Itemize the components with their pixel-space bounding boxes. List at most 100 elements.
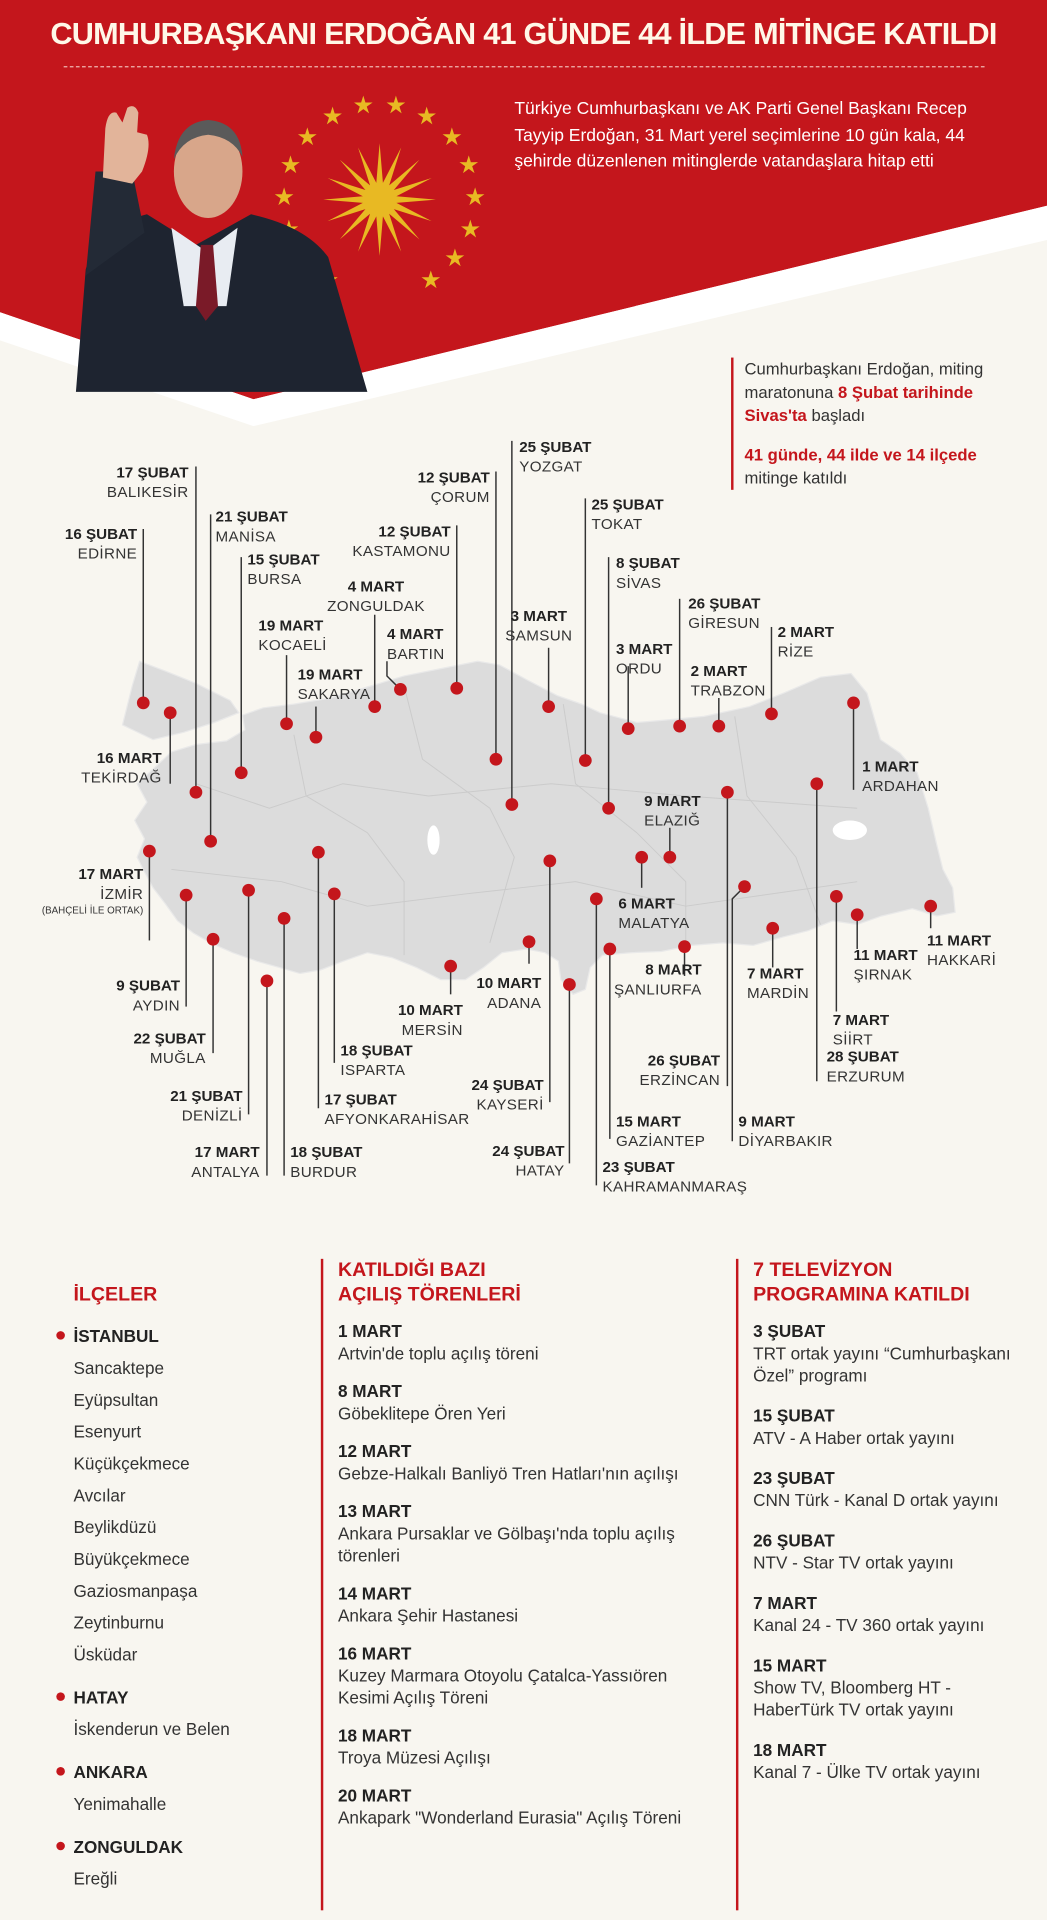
tv-entry: 7 MART Kanal 24 - TV 360 ortak yayını bbox=[753, 1592, 1035, 1636]
map-pin-dot bbox=[847, 696, 860, 710]
pin-date: 15 ŞUBAT bbox=[247, 551, 320, 569]
pin-city: MARDİN bbox=[746, 984, 810, 1002]
entry-text: Kuzey Marmara Otoyolu Çatalca-Yassıören … bbox=[337, 1665, 668, 1708]
map-pin-label: 11 MART HAKKARİ bbox=[927, 931, 996, 970]
opening-entry: 18 MART Troya Müzesi Açılışı bbox=[338, 1724, 705, 1768]
presidential-emblem bbox=[274, 95, 485, 289]
pin-date: 3 MART bbox=[510, 607, 568, 625]
pin-date: 22 ŞUBAT bbox=[133, 1029, 206, 1047]
star-icon bbox=[442, 127, 462, 146]
star-icon bbox=[461, 219, 480, 238]
map-pin-dot bbox=[563, 978, 576, 991]
map-pin-label: 17 ŞUBAT BALIKESİR bbox=[107, 463, 189, 502]
pin-city: ARDAHAN bbox=[862, 777, 939, 795]
opening-entry: 20 MART Ankapark "Wonderland Eurasia" Açı… bbox=[338, 1784, 705, 1828]
map-pin-label: 12 ŞUBAT KASTAMONU bbox=[352, 522, 450, 561]
pin-date: 17 ŞUBAT bbox=[116, 464, 189, 482]
star-icon bbox=[386, 95, 406, 114]
thrace-region bbox=[121, 660, 240, 741]
map-pin-dot bbox=[309, 730, 323, 744]
pin-date: 26 ŞUBAT bbox=[647, 1051, 721, 1070]
pin-city: ORDU bbox=[615, 660, 663, 678]
side-note-text: mitinge katıldı bbox=[744, 469, 848, 488]
page-title: CUMHURBAŞKANI ERDOĞAN 41 GÜNDE 44 İLDE M… bbox=[50, 17, 997, 52]
pin-date: 8 MART bbox=[645, 961, 702, 979]
map-pin-label: 10 MART MERSİN bbox=[398, 1000, 463, 1039]
map-pin-label: 15 ŞUBAT BURSA bbox=[247, 550, 319, 589]
map-pin-label: 9 MART ELAZIĞ bbox=[644, 791, 700, 830]
map-pin-dot bbox=[280, 717, 293, 731]
portrait-photo bbox=[75, 106, 368, 392]
tv-entry: 15 MART Show TV, Bloomberg HT - HaberTürk… bbox=[753, 1654, 1035, 1720]
side-note-text: başladı bbox=[806, 406, 866, 425]
map-pin-label: 23 ŞUBAT KAHRAMANMARAŞ bbox=[602, 1157, 747, 1196]
map-pin-label: 9 MART DİYARBAKIR bbox=[738, 1112, 832, 1151]
raised-hand bbox=[102, 106, 149, 184]
map-pin-dot bbox=[312, 845, 325, 859]
pin-date: 12 ŞUBAT bbox=[417, 469, 490, 487]
pin-date: 19 MART bbox=[258, 617, 324, 635]
district-item: Gaziosmanpaşa bbox=[73, 1580, 198, 1601]
star-icon bbox=[465, 187, 485, 206]
map-pin-label: 3 MART SAMSUN bbox=[505, 606, 572, 645]
district-item: Esenyurt bbox=[73, 1421, 142, 1442]
pin-city: AFYONKARAHİSAR bbox=[324, 1110, 470, 1128]
pin-city: KAYSERİ bbox=[476, 1095, 544, 1114]
map-pin-label: 6 MART MALATYA bbox=[618, 894, 689, 933]
pin-city: KOCAELİ bbox=[258, 636, 327, 654]
map-pin-label: 11 MART ŞIRNAK bbox=[854, 945, 918, 984]
pin-city: ÇORUM bbox=[430, 488, 490, 506]
map-pin-label: 17 ŞUBAT AFYONKARAHİSAR bbox=[325, 1090, 470, 1129]
map-pin-dot bbox=[738, 880, 751, 893]
tv-entry: 23 ŞUBAT CNN Türk - Kanal D ortak yayını bbox=[753, 1467, 1035, 1511]
pin-city: ŞIRNAK bbox=[853, 966, 913, 984]
pin-city: YOZGAT bbox=[519, 457, 583, 476]
opening-entry: 1 MART Artvin'de toplu açılış töreni bbox=[338, 1320, 705, 1364]
pin-date: 2 MART bbox=[777, 623, 835, 641]
entry-text: TRT ortak yayını “Cumhurbaşkanı Özel” pr… bbox=[753, 1343, 1011, 1385]
pin-date: 18 ŞUBAT bbox=[340, 1042, 413, 1060]
opening-entry: 8 MART Göbeklitepe Ören Yeri bbox=[338, 1380, 705, 1424]
opening-entry: 12 MART Gebze-Halkalı Banliyö Tren Hatlar… bbox=[338, 1440, 705, 1484]
district-province: İSTANBUL bbox=[56, 1320, 229, 1352]
pin-city: TRABZON bbox=[690, 682, 766, 700]
pin-date: 9 MART bbox=[644, 792, 701, 810]
map-pin-label: 21 ŞUBAT MANİSA bbox=[216, 507, 288, 546]
map-pin-label: 8 ŞUBAT SİVAS bbox=[616, 554, 680, 593]
pin-date: 16 MART bbox=[96, 749, 162, 767]
entry-text: Show TV, Bloomberg HT - HaberTürk TV ort… bbox=[753, 1677, 954, 1720]
pin-city: MERSİN bbox=[401, 1021, 463, 1039]
pin-date: 24 ŞUBAT bbox=[471, 1076, 544, 1094]
star-icon bbox=[274, 187, 294, 206]
entry-text: Göbeklitepe Ören Yeri bbox=[337, 1403, 506, 1423]
tv-list: 3 ŞUBAT TRT ortak yayını “Cumhurbaşkanı Ö… bbox=[753, 1320, 1035, 1783]
districts-title: İLÇELER bbox=[73, 1284, 158, 1306]
entry-date: 12 MART bbox=[337, 1441, 412, 1461]
pin-city: SAMSUN bbox=[505, 626, 573, 645]
pin-date: 4 MART bbox=[386, 625, 444, 643]
pin-date: 17 MART bbox=[78, 865, 144, 883]
star-icon bbox=[459, 155, 479, 174]
district-item: Avcılar bbox=[73, 1485, 126, 1505]
pin-note: (BAHÇELİ İLE ORTAK) bbox=[41, 904, 144, 916]
pin-date: 7 MART bbox=[832, 1011, 890, 1029]
entry-text: CNN Türk - Kanal D ortak yayını bbox=[753, 1490, 999, 1510]
entry-date: 20 MART bbox=[337, 1785, 412, 1806]
map-pin-dot bbox=[163, 706, 177, 720]
pin-city: TOKAT bbox=[591, 515, 643, 533]
map-pin-dot bbox=[673, 719, 686, 733]
pin-date: 28 ŞUBAT bbox=[826, 1048, 899, 1066]
pin-date: 11 MART bbox=[926, 931, 992, 950]
entry-text: Ankara Pursaklar ve Gölbaşı'nda toplu aç… bbox=[337, 1523, 675, 1565]
pin-city: AYDIN bbox=[132, 996, 181, 1014]
sun-icon bbox=[323, 143, 436, 256]
districts-column: İLÇELER İSTANBUL Sancaktepe Eyüpsultan Esen… bbox=[56, 1283, 230, 1894]
map-pin-dot bbox=[712, 719, 726, 733]
pin-city: MANİSA bbox=[215, 527, 276, 545]
openings-list: 1 MART Artvin'de toplu açılış töreni 8 MAR… bbox=[338, 1320, 705, 1828]
district-province: HATAY bbox=[56, 1681, 229, 1713]
district-item: Küçükçekmece bbox=[73, 1453, 190, 1474]
entry-text: Gebze-Halkalı Banliyö Tren Hatları'nın a… bbox=[337, 1463, 679, 1483]
map-pin-label: 16 MART TEKİRDAĞ bbox=[81, 748, 162, 787]
map-pin-dot bbox=[450, 681, 464, 695]
